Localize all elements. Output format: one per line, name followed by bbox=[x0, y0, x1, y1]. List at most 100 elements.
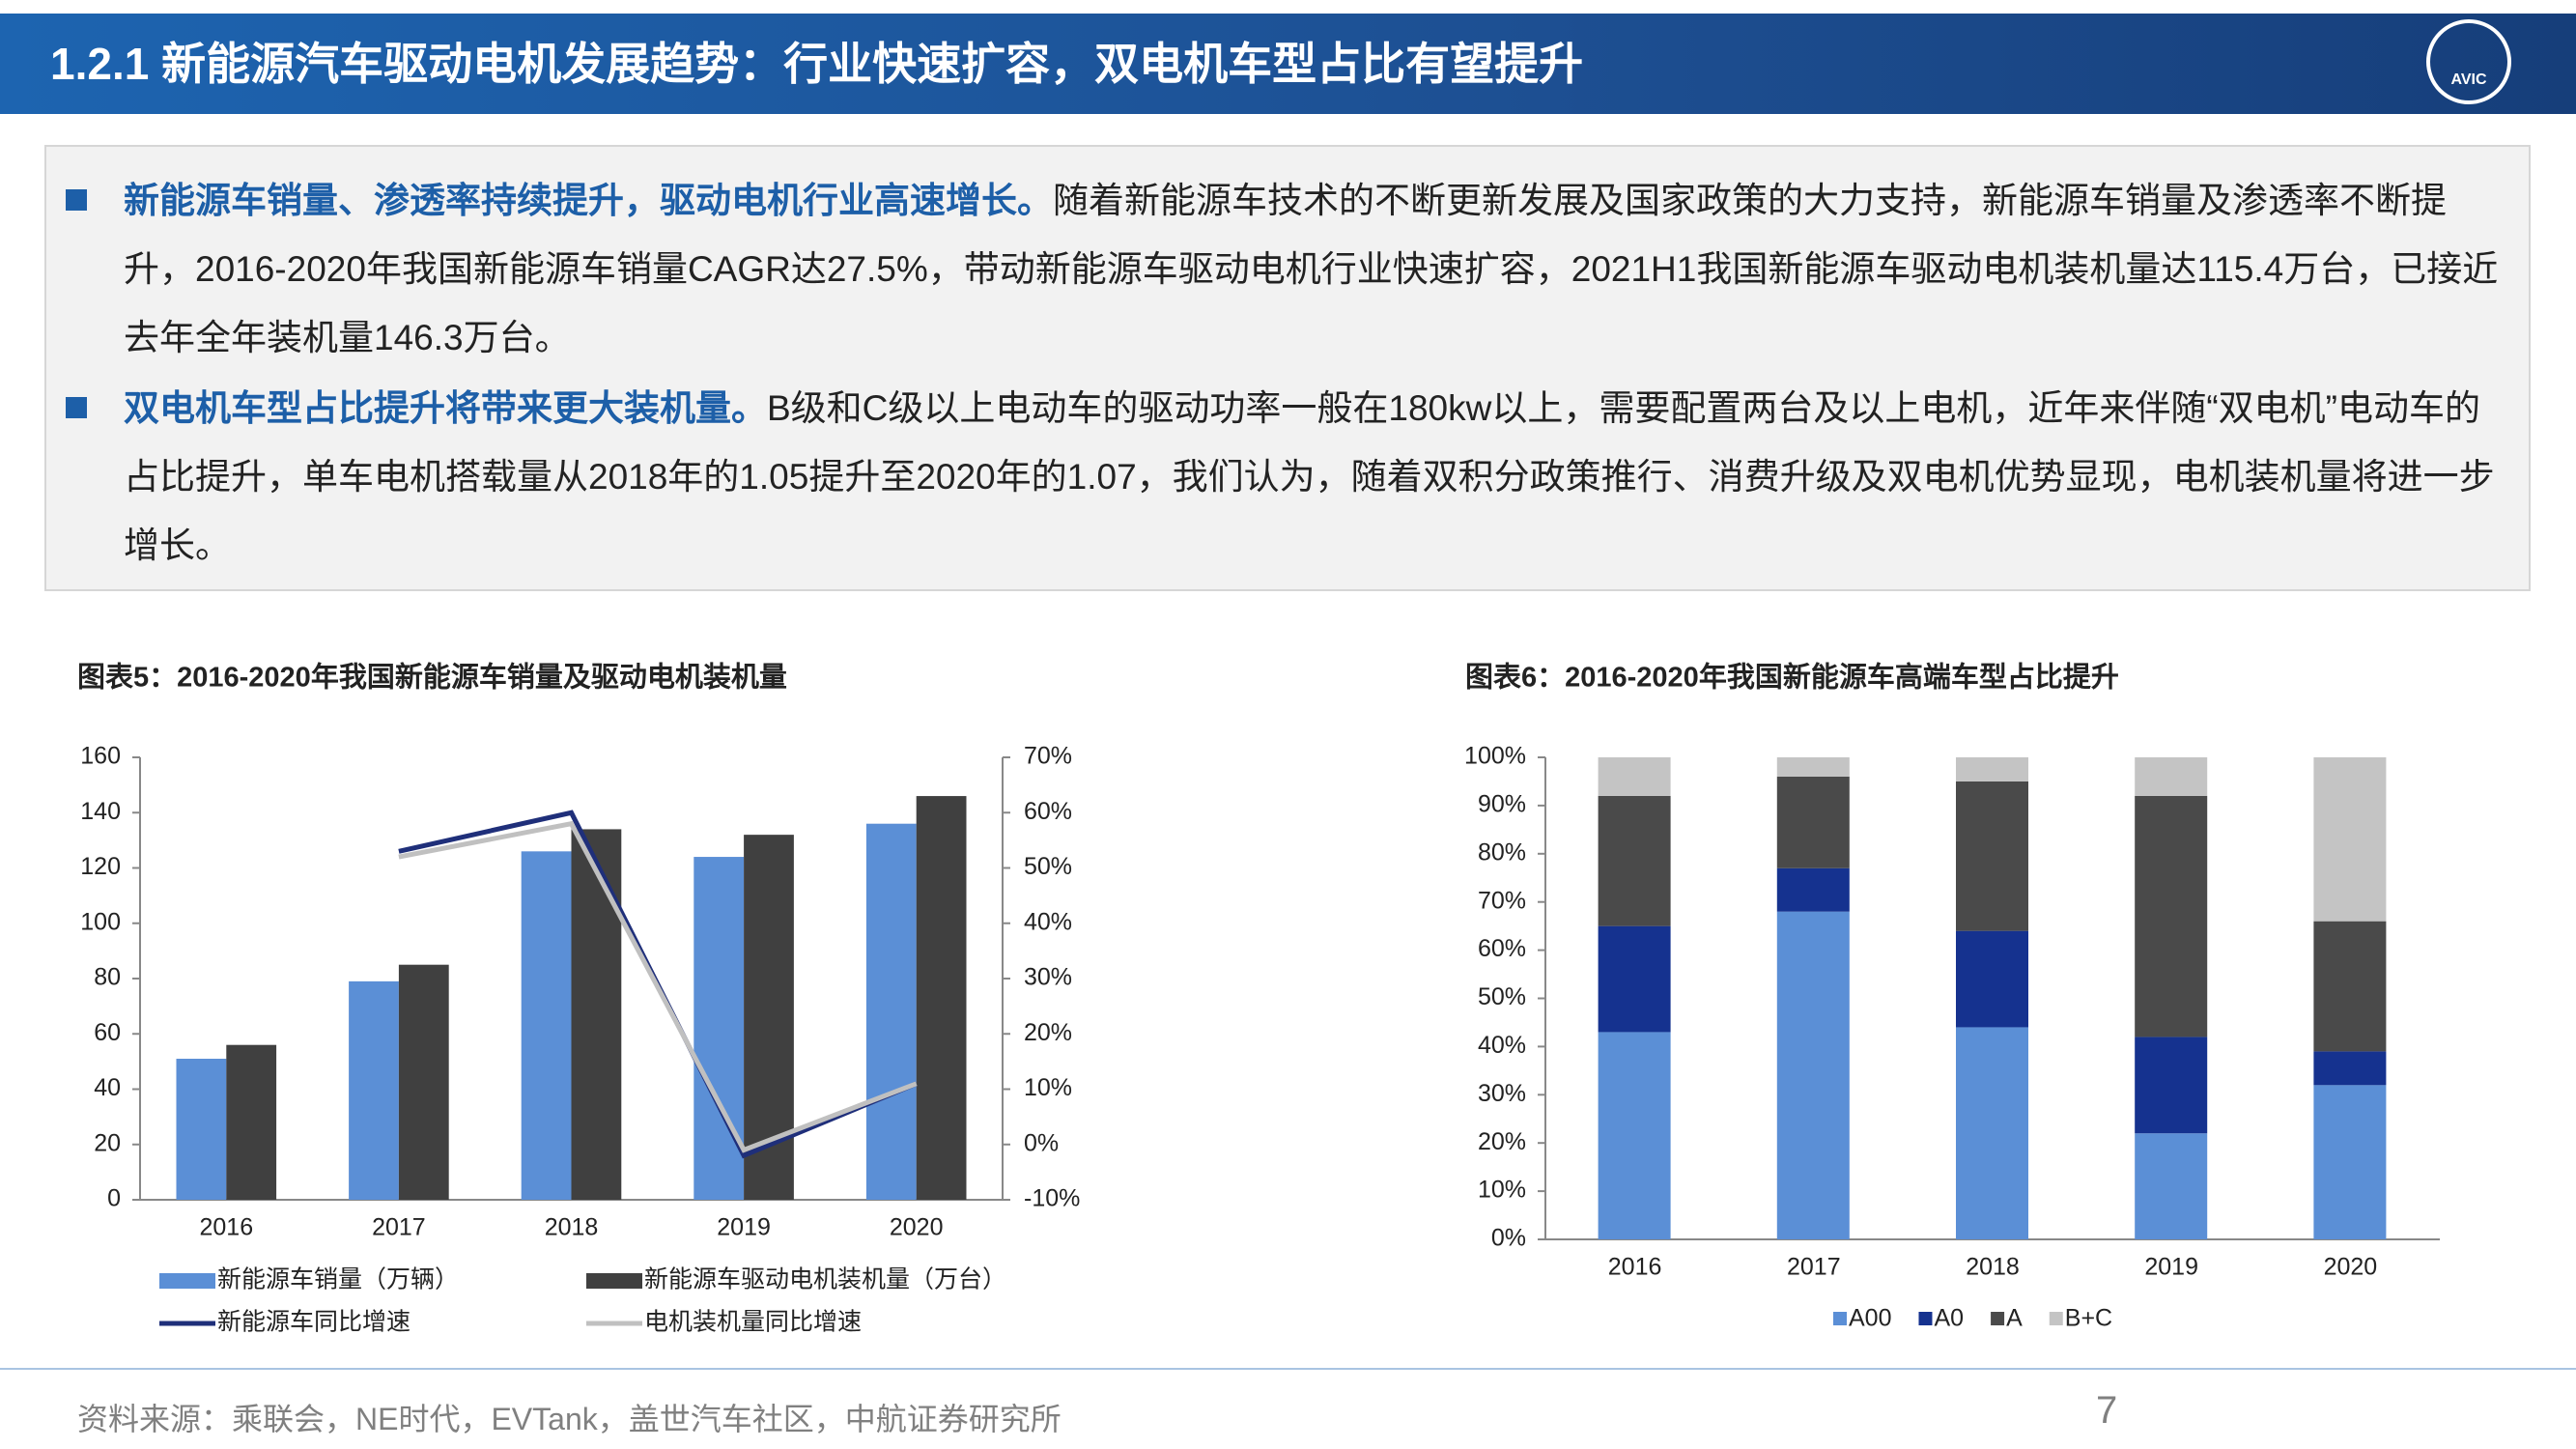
bar-segment bbox=[2313, 1051, 2387, 1086]
bar bbox=[349, 980, 399, 1200]
bar-segment bbox=[2313, 921, 2387, 1052]
y-tick-label: 0% bbox=[1491, 1225, 1526, 1252]
bar-segment bbox=[1956, 781, 2028, 931]
y2-tick-label: 0% bbox=[1024, 1129, 1059, 1156]
y-tick-label: 20 bbox=[94, 1129, 121, 1156]
bar bbox=[571, 829, 622, 1200]
legend-swatch bbox=[1991, 1312, 2005, 1325]
bar bbox=[398, 964, 449, 1200]
bullet-marker bbox=[66, 397, 87, 418]
bar-segment bbox=[1956, 1027, 2028, 1239]
bar-segment bbox=[1598, 757, 1671, 796]
y-tick-label: 20% bbox=[1478, 1128, 1526, 1155]
bullet-text: 随着新能源车技术的不断更新发展及国家政策的大力支持，新能源车销量及渗透率不断提升… bbox=[124, 181, 2499, 357]
bullet-lead: 双电机车型占比提升将带来更大装机量。 bbox=[124, 388, 767, 428]
x-tick-label: 2017 bbox=[1787, 1254, 1841, 1281]
y2-tick-label: -10% bbox=[1024, 1185, 1080, 1212]
bar-segment bbox=[2135, 757, 2208, 796]
legend-label: A00 bbox=[1849, 1305, 1891, 1332]
legend-swatch bbox=[1918, 1312, 1933, 1325]
y-tick-label: 100% bbox=[1464, 743, 1526, 770]
page-number: 7 bbox=[2096, 1389, 2118, 1432]
y-tick-label: 90% bbox=[1478, 791, 1526, 818]
x-tick-label: 2020 bbox=[2324, 1254, 2378, 1281]
bar bbox=[694, 857, 745, 1200]
bar bbox=[226, 1044, 277, 1200]
y-tick-label: 100 bbox=[80, 908, 121, 935]
bar-segment bbox=[1776, 867, 1850, 912]
y2-tick-label: 30% bbox=[1024, 964, 1072, 991]
y-tick-label: 140 bbox=[80, 798, 121, 825]
bar bbox=[176, 1059, 227, 1200]
y-tick-label: 0 bbox=[107, 1185, 121, 1212]
bar-segment bbox=[2313, 757, 2387, 922]
legend-label: 新能源车销量（万辆） bbox=[217, 1266, 459, 1293]
bar-segment bbox=[2313, 1085, 2387, 1239]
y-tick-label: 60 bbox=[94, 1019, 121, 1046]
y2-tick-label: 60% bbox=[1024, 798, 1072, 825]
y-tick-label: 40% bbox=[1478, 1032, 1526, 1059]
y-tick-label: 70% bbox=[1478, 887, 1526, 914]
y-tick-label: 30% bbox=[1478, 1080, 1526, 1107]
bullet: 新能源车销量、渗透率持续提升，驱动电机行业高速增长。随着新能源车技术的不断更新发… bbox=[66, 166, 2500, 372]
header-bar: 1.2.1 新能源汽车驱动电机发展趋势：行业快速扩容，双电机车型占比有望提升 A… bbox=[0, 14, 2576, 114]
bar-segment bbox=[1598, 795, 1671, 926]
x-tick-label: 2017 bbox=[372, 1214, 426, 1241]
y-tick-label: 60% bbox=[1478, 935, 1526, 962]
legend-label: 新能源车同比增速 bbox=[217, 1309, 410, 1336]
line bbox=[398, 820, 918, 1153]
legend-swatch bbox=[159, 1273, 215, 1289]
y2-tick-label: 50% bbox=[1024, 853, 1072, 880]
charts: 图表5：2016-2020年我国新能源车销量及驱动电机装机量 0 20 40 60 80 1… bbox=[77, 661, 2440, 1336]
legend-label: B+C bbox=[2065, 1305, 2112, 1332]
summary-box bbox=[44, 145, 2531, 591]
x-tick-label: 2018 bbox=[1966, 1254, 2020, 1281]
x-tick-label: 2018 bbox=[545, 1214, 599, 1241]
y2-tick-label: 10% bbox=[1024, 1074, 1072, 1101]
y-tick-label: 40 bbox=[94, 1074, 121, 1101]
legend-swatch bbox=[2049, 1312, 2063, 1325]
y-tick-label: 80% bbox=[1478, 838, 1526, 866]
bar-segment bbox=[1776, 757, 1850, 777]
footer-line bbox=[0, 1368, 2576, 1370]
bar-segment bbox=[2135, 795, 2208, 1037]
x-tick-label: 2020 bbox=[890, 1214, 944, 1241]
bar-segment bbox=[1776, 911, 1850, 1239]
bullet: 双电机车型占比提升将带来更大装机量。B级和C级以上电动车的驱动功率一般在180k… bbox=[66, 374, 2500, 580]
y2-tick-label: 20% bbox=[1024, 1019, 1072, 1046]
chart-title: 图表6：2016-2020年我国新能源车高端车型占比提升 bbox=[1465, 661, 2119, 694]
y-tick-label: 80 bbox=[94, 964, 121, 991]
legend-label: A bbox=[2006, 1305, 2023, 1332]
bar-segment bbox=[1598, 1032, 1671, 1239]
legend-swatch bbox=[1833, 1312, 1847, 1325]
y2-tick-label: 40% bbox=[1024, 908, 1072, 935]
legend-label: 新能源车驱动电机装机量（万台） bbox=[644, 1266, 1006, 1293]
bullet-text: B级和C级以上电动车的驱动功率一般在180kw以上，需要配置两台及以上电机，近年… bbox=[124, 388, 2495, 565]
bar-segment bbox=[1956, 930, 2028, 1028]
x-tick-label: 2019 bbox=[717, 1214, 771, 1241]
bar-segment bbox=[1598, 925, 1671, 1033]
bar bbox=[521, 851, 572, 1200]
logo: AVIC bbox=[2426, 19, 2511, 104]
x-tick-label: 2019 bbox=[2144, 1254, 2198, 1281]
y-tick-label: 120 bbox=[80, 853, 121, 880]
bar bbox=[916, 796, 967, 1200]
bar bbox=[865, 823, 917, 1200]
y-tick-label: 50% bbox=[1478, 983, 1526, 1010]
bar-segment bbox=[2135, 1133, 2208, 1239]
legend-swatch bbox=[586, 1273, 642, 1289]
bar-segment bbox=[1956, 757, 2028, 781]
bar-segment bbox=[1776, 776, 1850, 868]
y-tick-label: 160 bbox=[80, 743, 121, 770]
legend-label: 电机装机量同比增速 bbox=[644, 1309, 862, 1336]
chart-title: 图表5：2016-2020年我国新能源车销量及驱动电机装机量 bbox=[77, 661, 787, 694]
bar-segment bbox=[2135, 1037, 2208, 1134]
bullet-lead: 新能源车销量、渗透率持续提升，驱动电机行业高速增长。 bbox=[124, 181, 1053, 220]
bullet-marker bbox=[66, 189, 87, 211]
y2-tick-label: 70% bbox=[1024, 743, 1072, 770]
header-title: 1.2.1 新能源汽车驱动电机发展趋势：行业快速扩容，双电机车型占比有望提升 bbox=[50, 39, 1584, 89]
legend-label: A0 bbox=[1934, 1305, 1964, 1332]
x-tick-label: 2016 bbox=[199, 1214, 253, 1241]
y-tick-label: 10% bbox=[1478, 1177, 1526, 1204]
